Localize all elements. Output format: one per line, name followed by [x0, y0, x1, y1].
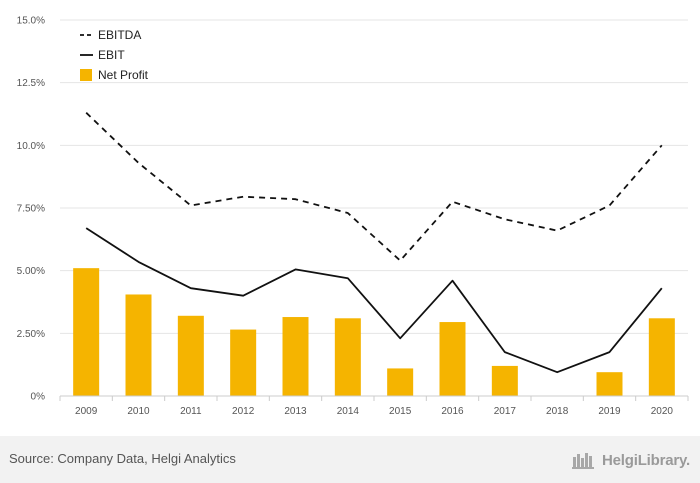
- net-profit-bar: [334, 318, 361, 396]
- legend-label-ebit: EBIT: [98, 48, 125, 62]
- brand-logo: HelgiLibrary.: [572, 449, 690, 471]
- grid-lines: [60, 19, 688, 334]
- net-profit-bar: [230, 329, 257, 396]
- x-tick-label: 2013: [284, 406, 307, 417]
- y-tick-label: 10.0%: [17, 141, 45, 152]
- source-note: Source: Company Data, Helgi Analytics: [9, 451, 236, 466]
- ebitda-line: [85, 112, 663, 262]
- x-tick-label: 2009: [75, 406, 98, 417]
- x-tick-label: 2011: [180, 406, 202, 417]
- y-tick-label: 5.00%: [17, 266, 45, 277]
- legend: EBITDA EBIT Net Profit: [80, 28, 149, 82]
- y-tick-label: 12.5%: [17, 78, 45, 89]
- net-profit-bar: [439, 322, 466, 396]
- legend-label-net-profit: Net Profit: [98, 68, 149, 82]
- net-profit-bar: [596, 372, 623, 396]
- y-tick-label: 15.0%: [17, 16, 45, 27]
- x-tick-label: 2016: [441, 406, 464, 417]
- y-tick-label: 2.50%: [17, 329, 45, 340]
- ebit-line: [85, 227, 663, 374]
- net-profit-bar: [491, 365, 518, 396]
- y-axis-ticks: 0% 2.50% 5.00% 7.50% 10.0% 12.5% 15.0%: [17, 16, 45, 403]
- net-profit-bar: [177, 315, 204, 396]
- net-profit-bar: [282, 317, 309, 396]
- x-tick-label: 2014: [337, 406, 360, 417]
- series-lines: [85, 112, 663, 374]
- y-tick-label: 0%: [31, 392, 46, 403]
- legend-swatch-net-profit: [80, 69, 92, 81]
- legend-label-ebitda: EBITDA: [98, 28, 141, 42]
- net-profit-bar: [73, 268, 100, 396]
- net-profit-bar: [387, 368, 414, 396]
- net-profit-bars: [73, 268, 675, 396]
- chart: 0% 2.50% 5.00% 7.50% 10.0% 12.5% 15.0% 2009 201…: [17, 16, 689, 417]
- x-tick-label: 2017: [494, 406, 517, 417]
- y-tick-label: 7.50%: [17, 204, 45, 215]
- library-icon: [572, 453, 595, 469]
- footer: Source: Company Data, Helgi Analytics He…: [0, 436, 700, 483]
- x-tick-label: 2020: [651, 406, 674, 417]
- x-tick-label: 2019: [598, 406, 621, 417]
- x-tick-label: 2018: [546, 406, 569, 417]
- net-profit-bar: [125, 294, 152, 396]
- net-profit-bar: [648, 318, 675, 396]
- brand-name: HelgiLibrary.: [602, 451, 690, 469]
- x-axis: 2009 2010 2011 2012 2013 2014 2015 2016 2017 2018…: [59, 395, 689, 417]
- x-tick-label: 2010: [127, 406, 150, 417]
- x-tick-label: 2015: [389, 406, 412, 417]
- x-tick-label: 2012: [232, 406, 255, 417]
